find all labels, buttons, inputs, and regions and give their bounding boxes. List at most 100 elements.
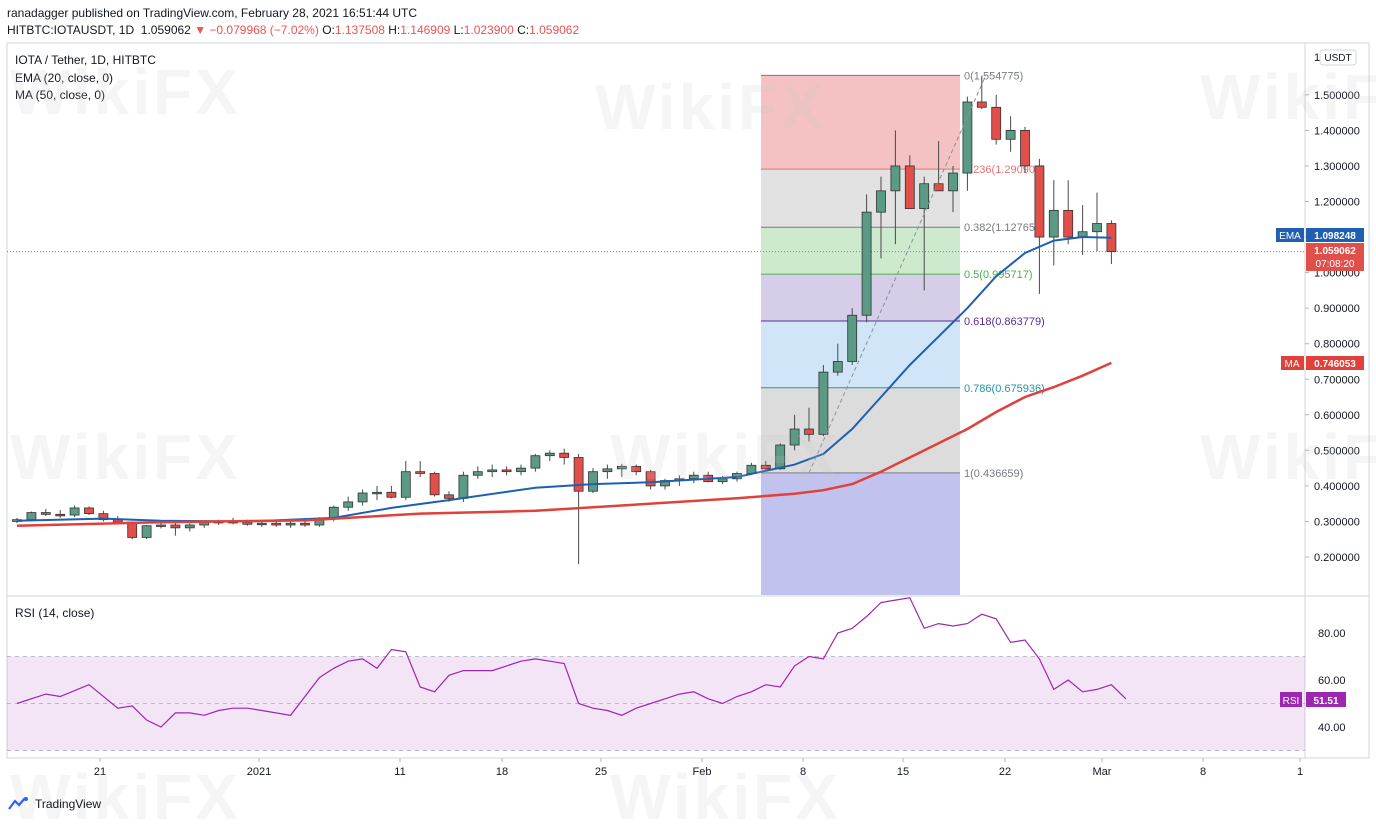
candle-body (458, 474, 469, 499)
candle-body (184, 524, 195, 529)
candle-body (890, 165, 901, 192)
rsi-tick-label: 40.00 (1318, 722, 1346, 734)
publisher-line: ranadagger published on TradingView.com,… (7, 6, 418, 20)
time-tick-label: 18 (496, 766, 508, 778)
candle-body (876, 190, 886, 213)
candle-body (847, 314, 858, 362)
candle-body (127, 521, 138, 538)
candle-body (559, 452, 570, 458)
rsi-pane[interactable]: 40.00 60.00 80.00 (7, 597, 1346, 751)
candle-body (55, 513, 66, 517)
candle-body (1020, 129, 1030, 167)
fibonacci-retracement[interactable]: 0(1.554775) 0.236(1.290900) 0.382(1.127655… (761, 70, 1045, 595)
candle-body (1092, 223, 1102, 233)
candle-body (948, 172, 958, 192)
price-tick-label: 0.900000 (1314, 303, 1360, 315)
candle-body (429, 473, 440, 496)
ma-tag-label: MA (1285, 359, 1300, 370)
candle-body (444, 494, 454, 499)
ema-tag (1276, 228, 1304, 242)
price-tick-label: 0.400000 (1314, 481, 1360, 493)
candle-body (372, 491, 382, 495)
fib-trend-line (808, 75, 987, 474)
candle-body (98, 513, 109, 521)
time-axis[interactable]: 21 2021 11 18 25 Feb 8 15 22 Mar 8 1 (94, 758, 1303, 778)
candle-body (472, 471, 483, 476)
currency-badge[interactable] (1319, 49, 1357, 66)
time-tick-label: Feb (693, 766, 712, 778)
price-axis[interactable]: 0.200000 0.300000 0.400000 0.500000 0.600000… (1305, 52, 1360, 564)
candle-body (991, 106, 1002, 140)
rsi-line (16, 597, 1127, 728)
candle-body (1063, 209, 1074, 238)
time-tick-label: Mar (1093, 766, 1112, 778)
close-value: 1.059062 (529, 23, 580, 37)
candle-body (516, 467, 526, 473)
rsi-tag (1280, 692, 1302, 707)
fib-zone (761, 169, 960, 228)
ema-20-line (16, 235, 1112, 523)
candle-body (804, 428, 814, 435)
ma-tag (1281, 356, 1304, 370)
currency-label: USDT (1324, 53, 1351, 64)
open-value: 1.137508 (334, 23, 385, 37)
ma-value-badge (1306, 356, 1364, 370)
candle-body (300, 522, 310, 526)
candle-body (588, 471, 598, 492)
time-tick-label: 8 (800, 766, 806, 778)
price-change: ▼ −0.079968 (−7.02%) (194, 23, 319, 37)
price-tick-label: 0.200000 (1314, 552, 1360, 564)
price-tick-label: 1 (1314, 52, 1320, 64)
time-tick-label: 8 (1200, 766, 1206, 778)
candle-body (84, 507, 94, 515)
price-value: 1.059062 (1314, 246, 1356, 257)
fib-zone (761, 75, 960, 170)
legend-ema: EMA (20, close, 0) (15, 71, 113, 85)
candle-body (1034, 165, 1045, 238)
candle-body (818, 371, 829, 435)
rsi-tick-label: 60.00 (1318, 675, 1346, 687)
tradingview-footer[interactable]: TradingView (8, 797, 101, 811)
rsi-tick-label: 80.00 (1318, 628, 1346, 640)
candle-body (933, 183, 944, 192)
candle-body (861, 211, 872, 316)
ema-value-badge (1306, 228, 1364, 242)
candle-body (1048, 209, 1059, 238)
price-tick-label: 1.300000 (1314, 161, 1360, 173)
price-tick-label: 1.400000 (1314, 125, 1360, 137)
last-price: 1.059062 (140, 23, 191, 37)
legend-rsi: RSI (14, close) (15, 606, 94, 620)
candle-body (717, 478, 728, 483)
rsi-tag-label: RSI (1283, 696, 1300, 707)
candle-body (1005, 129, 1016, 140)
time-tick-label: 1 (1297, 766, 1303, 778)
candle-body (962, 101, 973, 174)
fib-level-label: 0.786(0.675936) (964, 383, 1045, 395)
price-tick-label: 0.300000 (1314, 516, 1360, 528)
price-tick-label: 0.600000 (1314, 410, 1360, 422)
fib-level-label: 0.236(1.290900) (964, 164, 1045, 176)
ohlc-line: HITBTC:IOTAUSDT, 1D 1.059062 ▼ −0.079968… (7, 23, 579, 37)
fib-zone (761, 227, 960, 275)
time-tick-label: 25 (595, 766, 607, 778)
candle-body (631, 465, 642, 473)
close-label: C: (517, 23, 530, 37)
candle-body (544, 452, 555, 457)
legend-title: IOTA / Tether, 1D, HITBTC (15, 53, 156, 67)
candle-body (256, 522, 267, 526)
candle-body (357, 492, 368, 503)
price-tick-label: 1.500000 (1314, 90, 1360, 102)
fib-zone (761, 321, 960, 388)
candle-body (343, 501, 354, 508)
candle-body (415, 471, 426, 474)
rsi-value-badge (1306, 692, 1346, 707)
candle-body (530, 455, 541, 469)
candle-body (573, 457, 584, 492)
tradingview-logo-icon (8, 797, 28, 810)
fib-level-label: 0.382(1.127655) (964, 222, 1045, 234)
ma-50-line (16, 361, 1112, 527)
time-tick-label: 15 (897, 766, 909, 778)
low-value: 1.023900 (463, 23, 514, 37)
time-tick-label: 11 (394, 766, 405, 778)
